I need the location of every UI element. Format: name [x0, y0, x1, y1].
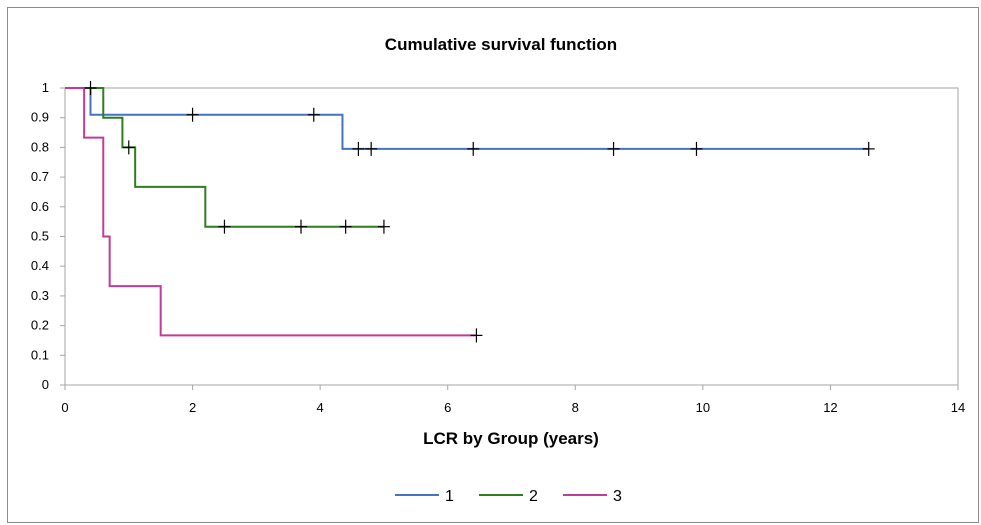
x-tick-label: 10 — [696, 400, 710, 415]
y-tick-label: 0 — [42, 377, 49, 392]
censor-mark — [295, 219, 308, 234]
x-tick-label: 12 — [823, 400, 837, 415]
censor-mark — [218, 219, 231, 234]
chart-title: Cumulative survival function — [385, 35, 617, 54]
legend-item-3: 3 — [563, 488, 622, 505]
censor-mark — [862, 141, 875, 156]
x-tick-label: 6 — [444, 400, 451, 415]
legend-label: 3 — [613, 488, 622, 505]
y-axis: 0 0.1 0.2 0.3 0.4 0.5 0.6 0.7 0.8 0.9 1 — [31, 80, 65, 392]
y-tick-label: 0.8 — [31, 139, 49, 154]
y-tick-label: 0.7 — [31, 169, 49, 184]
legend: 1 2 3 — [395, 488, 622, 505]
chart-frame — [7, 7, 979, 523]
series-2-line — [65, 87, 384, 228]
y-tick-label: 0.2 — [31, 318, 49, 333]
legend-label: 2 — [529, 488, 538, 505]
y-tick-label: 0.4 — [31, 258, 49, 273]
legend-item-2: 2 — [479, 488, 538, 505]
series-1-line — [65, 87, 869, 150]
y-tick-label: 0.6 — [31, 199, 49, 214]
x-tick-label: 4 — [317, 400, 324, 415]
y-tick-label: 0.5 — [31, 229, 49, 244]
censor-mark — [352, 141, 365, 156]
y-tick-label: 0.1 — [31, 347, 49, 362]
censor-mark — [122, 140, 135, 155]
censor-mark — [307, 107, 320, 122]
x-axis: 0 2 4 6 8 10 12 14 — [61, 385, 965, 415]
x-tick-label: 14 — [951, 400, 965, 415]
censor-mark — [690, 141, 703, 156]
y-tick-label: 1 — [42, 80, 49, 95]
x-axis-label: LCR by Group (years) — [423, 429, 599, 448]
censor-mark — [377, 219, 390, 234]
x-tick-label: 8 — [572, 400, 579, 415]
censor-mark — [607, 141, 620, 156]
legend-item-1: 1 — [395, 488, 454, 505]
series-3-line — [65, 87, 477, 337]
censor-mark — [470, 328, 483, 343]
plot-area — [64, 87, 959, 386]
series-layer — [65, 87, 869, 337]
censor-mark — [365, 141, 378, 156]
legend-label: 1 — [445, 488, 454, 505]
x-tick-label: 2 — [189, 400, 196, 415]
censor-mark — [186, 107, 199, 122]
y-tick-label: 0.9 — [31, 110, 49, 125]
censor-mark — [339, 219, 352, 234]
censor-mark — [467, 141, 480, 156]
x-tick-label: 0 — [61, 400, 68, 415]
censor-marks — [84, 81, 875, 343]
censor-mark — [84, 81, 97, 95]
y-tick-label: 0.3 — [31, 288, 49, 303]
